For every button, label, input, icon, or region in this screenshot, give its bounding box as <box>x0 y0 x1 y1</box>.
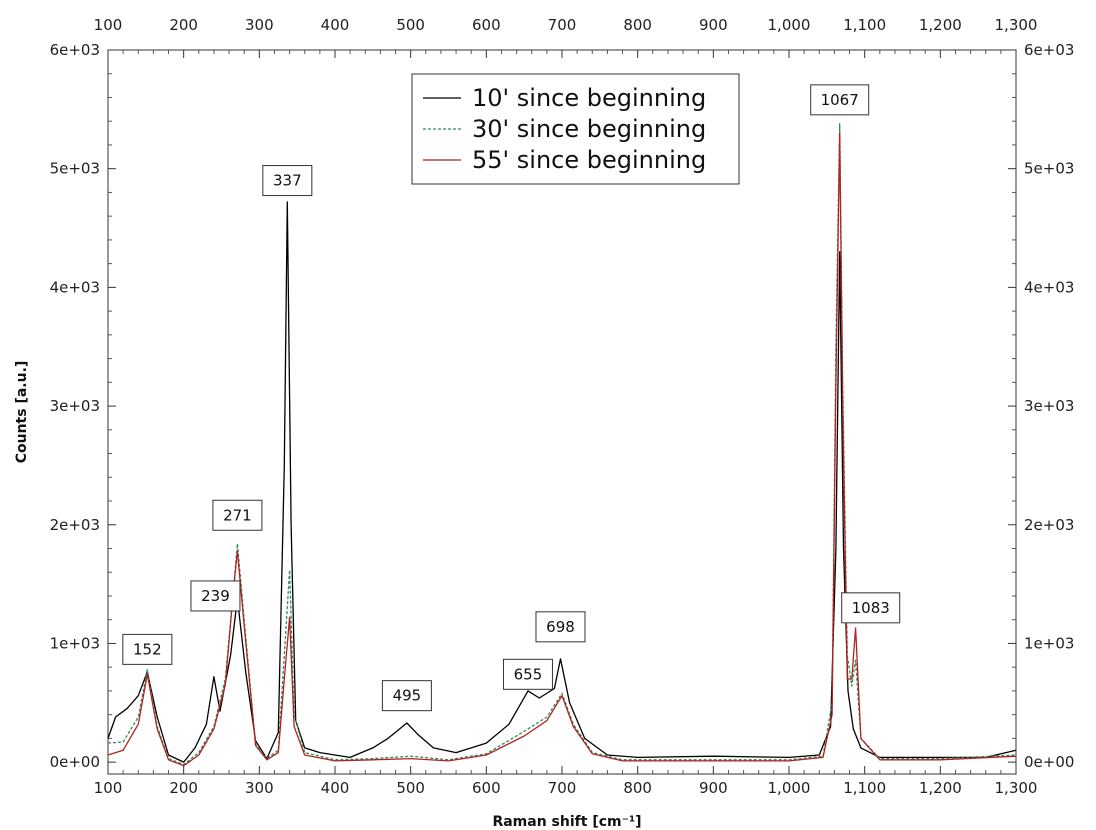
x-tick-label-top: 600 <box>472 16 501 34</box>
peak-label-box <box>122 633 173 665</box>
x-tick-label: 1,300 <box>995 779 1038 797</box>
peak-label-text: 655 <box>514 665 543 683</box>
peak-label-box <box>841 592 901 624</box>
peak-label-box <box>810 84 870 116</box>
x-tick-label: 200 <box>169 779 198 797</box>
axes-layer: 100 100 200 200 300 300 400 400 500 500 600 600 700 7… <box>50 16 1075 797</box>
x-tick-label-top: 200 <box>169 16 198 34</box>
x-tick-label: 400 <box>321 779 350 797</box>
peak-label-text: 698 <box>546 618 575 636</box>
y-tick-label: 1e+03 <box>50 634 100 652</box>
peak-label-239: 239 <box>190 580 241 612</box>
peak-label-152: 152 <box>122 633 173 665</box>
peak-label-1067: 1067 <box>810 84 870 116</box>
x-tick-label: 300 <box>245 779 274 797</box>
y-axis-title: Counts [a.u.] <box>14 361 30 464</box>
peak-label-box <box>381 680 432 712</box>
x-axis-title: Raman shift [cm⁻¹] <box>492 814 641 830</box>
peak-label-271: 271 <box>212 499 263 531</box>
series-line-3 <box>107 132 1017 767</box>
y-tick-label: 5e+03 <box>50 160 100 178</box>
peak-label-text: 152 <box>133 640 162 658</box>
legend-box <box>411 73 740 185</box>
peak-label-495: 495 <box>381 680 432 712</box>
peak-label-text: 495 <box>393 687 422 705</box>
legend: 10' since beginning 30' since beginning 55… <box>411 73 740 185</box>
series-layer <box>107 122 1017 767</box>
x-tick-label-top: 500 <box>396 16 425 34</box>
y-tick-label: 3e+03 <box>50 397 100 415</box>
y-tick-label: 0e+00 <box>50 753 100 771</box>
x-tick-label: 1,100 <box>843 779 886 797</box>
x-tick-label-top: 1,200 <box>919 16 962 34</box>
peak-label-text: 1067 <box>821 91 859 109</box>
x-tick-label: 700 <box>548 779 577 797</box>
y-tick-label: 6e+03 <box>50 41 100 59</box>
x-tick-label-top: 700 <box>548 16 577 34</box>
legend-label-2: 30' since beginning <box>472 115 706 143</box>
y-tick-label-right: 0e+00 <box>1024 753 1074 771</box>
x-tick-label-top: 1,300 <box>995 16 1038 34</box>
y-tick-label-right: 1e+03 <box>1024 634 1074 652</box>
x-tick-label-top: 800 <box>623 16 652 34</box>
y-tick-label-right: 5e+03 <box>1024 160 1074 178</box>
x-tick-label: 900 <box>699 779 728 797</box>
x-tick-label-top: 300 <box>245 16 274 34</box>
peak-label-1083: 1083 <box>841 592 901 624</box>
peak-label-337: 337 <box>262 165 313 197</box>
peak-label-box <box>212 499 263 531</box>
x-tick-label: 1,000 <box>768 779 811 797</box>
series-line-1 <box>107 201 1017 763</box>
peak-label-box <box>535 611 586 643</box>
y-tick-label-right: 4e+03 <box>1024 278 1074 296</box>
x-tick-label: 800 <box>623 779 652 797</box>
x-tick-label: 1,200 <box>919 779 962 797</box>
annotation-layer: 152 239 271 337 495 655 698 1067 1083 <box>122 84 901 712</box>
x-tick-label-top: 1,000 <box>768 16 811 34</box>
peak-label-text: 271 <box>223 506 252 524</box>
x-tick-label: 600 <box>472 779 501 797</box>
x-tick-label: 100 <box>94 779 123 797</box>
x-tick-label-top: 100 <box>94 16 123 34</box>
peak-label-655: 655 <box>502 658 553 690</box>
legend-label-3: 55' since beginning <box>472 146 706 174</box>
peak-label-box <box>190 580 241 612</box>
x-tick-label-top: 900 <box>699 16 728 34</box>
y-tick-label-right: 2e+03 <box>1024 516 1074 534</box>
peak-label-text: 239 <box>201 587 230 605</box>
peak-label-box <box>502 658 553 690</box>
y-tick-label-right: 3e+03 <box>1024 397 1074 415</box>
legend-label-1: 10' since beginning <box>472 84 706 112</box>
peak-label-698: 698 <box>535 611 586 643</box>
x-tick-label: 500 <box>396 779 425 797</box>
peak-label-text: 337 <box>273 172 302 190</box>
y-tick-label: 4e+03 <box>50 278 100 296</box>
x-tick-label-top: 1,100 <box>843 16 886 34</box>
y-tick-label: 2e+03 <box>50 516 100 534</box>
x-tick-label-top: 400 <box>321 16 350 34</box>
peak-label-text: 1083 <box>852 599 890 617</box>
y-tick-label-right: 6e+03 <box>1024 41 1074 59</box>
peak-label-box <box>262 165 313 197</box>
